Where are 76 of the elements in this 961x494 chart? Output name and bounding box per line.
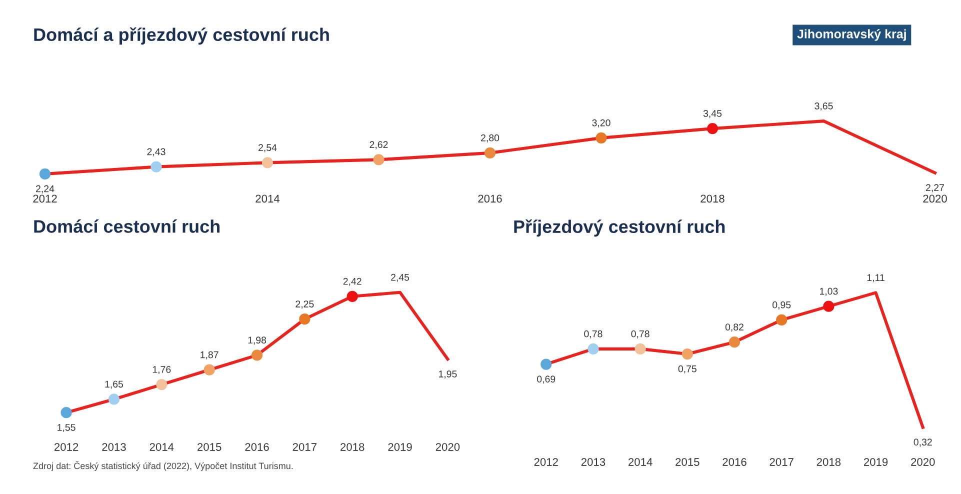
point [823,300,834,312]
data-label: 0,82 [725,324,744,332]
point [484,147,496,158]
chart-title: Domácí cestovní ruch [34,219,220,233]
x-tick-label: 2016 [722,458,746,466]
data-label: 1,55 [58,424,76,432]
point [60,407,72,418]
data-label: 0,32 [914,438,932,447]
x-tick-label: 2014 [628,458,652,466]
data-label: 2,62 [370,141,388,150]
point [596,132,607,144]
x-tick-label: 2016 [245,443,269,451]
data-label: 1,95 [438,370,457,379]
data-label: 3,20 [592,119,610,128]
point [346,290,358,302]
point [262,157,274,168]
point [588,343,599,354]
point [706,123,718,134]
data-label: 1,11 [867,274,884,282]
data-label: 0,69 [537,376,556,384]
chart-title: Domácí a příjezdový cestovní ruch [34,27,329,45]
x-tick-label: 2017 [292,443,316,451]
x-tick-label: 2015 [198,443,222,451]
point [108,394,120,405]
data-label: 2,25 [296,300,314,309]
data-label: 3,65 [814,102,833,111]
data-label: 3,45 [703,110,722,118]
point [39,168,51,180]
point [251,350,263,361]
x-tick-label: 2012 [33,194,57,203]
x-tick-label: 2017 [770,458,794,466]
data-label: 1,65 [105,380,124,389]
data-label: 0,75 [678,365,696,374]
data-label: 2,80 [481,134,500,142]
point [204,364,215,376]
x-tick-label: 2013 [102,443,126,451]
data-label: 0,78 [584,330,602,338]
x-tick-label: 2020 [911,458,935,466]
x-tick-label: 2015 [676,458,700,466]
x-tick-label: 2012 [54,443,78,451]
x-tick-label: 2014 [256,194,280,203]
data-label: 2,24 [36,185,54,194]
x-tick-label: 2020 [923,194,947,203]
x-tick-label: 2018 [340,443,364,451]
point [150,161,162,172]
x-tick-label: 2018 [700,194,724,203]
data-label: 2,45 [391,274,410,282]
point [682,348,693,360]
chart-title: Příjezdový cestovní ruch [514,219,725,237]
data-label: 1,87 [200,351,218,360]
point [634,343,646,354]
data-label: 2,27 [926,184,944,192]
point [776,314,788,326]
data-label: 1,03 [820,288,838,296]
x-tick-label: 2020 [436,443,460,451]
x-tick-label: 2012 [534,458,558,466]
data-label: 1,76 [152,366,171,374]
x-tick-label: 2016 [478,194,502,203]
data-label: 2,43 [147,148,166,156]
text: Jihomoravský kraj [797,29,906,41]
data-label: 0,78 [631,330,650,338]
x-tick-label: 2019 [388,443,412,451]
point [156,378,168,390]
point [728,336,740,348]
point [299,314,310,325]
x-tick-label: 2014 [150,443,174,451]
data-label: 0,95 [772,301,791,310]
point [373,154,384,166]
data-label: 1,98 [248,336,266,345]
x-tick-label: 2019 [864,458,888,466]
point [540,358,552,370]
data-label: 2,54 [258,144,277,152]
x-tick-label: 2018 [816,458,841,466]
x-tick-label: 2013 [581,458,606,466]
text: Zdroj dat: Český statistický úřad (2022), Výpočet Institut Turismu. [33,461,293,471]
data-label: 2,42 [343,278,362,286]
